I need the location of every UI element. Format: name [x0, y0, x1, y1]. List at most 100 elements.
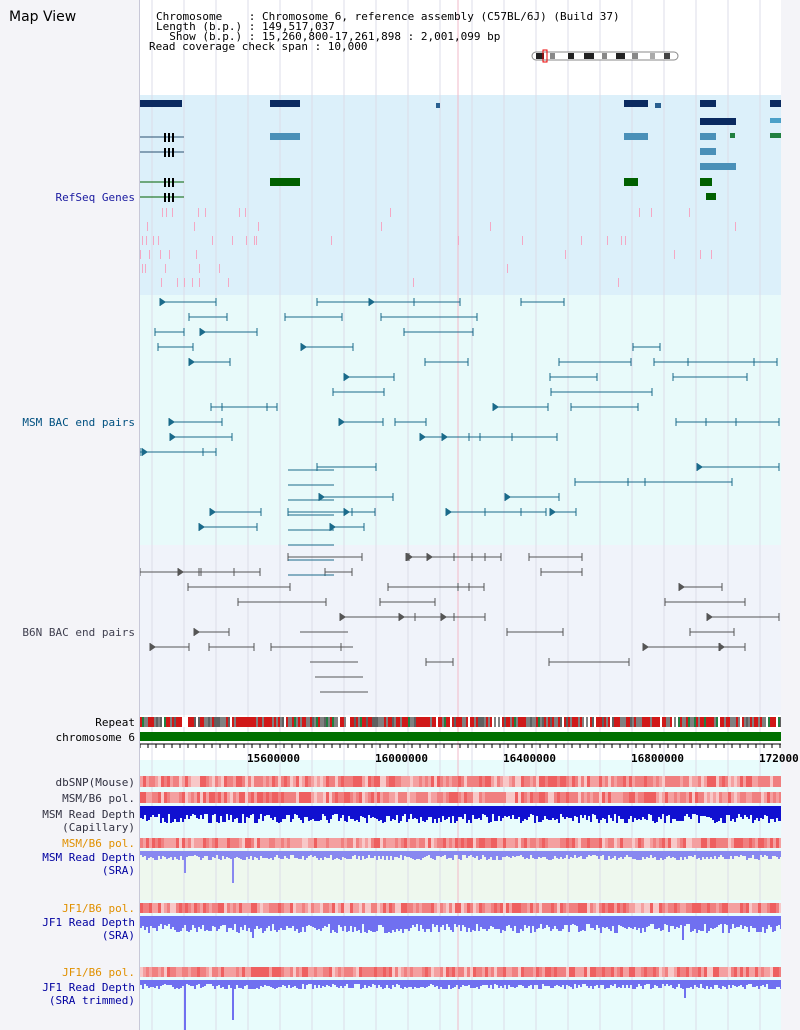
jf1-depth-trimmed-bar [764, 980, 766, 987]
msm-depth-capillary-bar [184, 806, 186, 819]
dbsnp-heat [638, 776, 641, 787]
repeat-element [150, 717, 152, 727]
msm-b6-pol-heat [278, 792, 281, 803]
msm-depth-capillary-bar [208, 806, 210, 823]
jf1-depth-sra-bar [374, 916, 376, 932]
msm-depth-sra-bar [338, 851, 340, 859]
msm-b6-pol-heat-2 [590, 838, 593, 848]
jf1-b6-pol-heat [362, 903, 365, 913]
jf1-depth-trimmed-bar [634, 980, 636, 989]
jf1-depth-sra-bar [412, 916, 414, 925]
msm-depth-sra-bar [620, 851, 622, 857]
msm-depth-capillary-bar [542, 806, 544, 820]
msm-depth-capillary-bar [354, 806, 356, 821]
b6n-bac-end-pairs-label[interactable]: B6N BAC end pairs [22, 626, 135, 639]
msm-depth-sra-bar [460, 851, 462, 860]
jf1-b6-pol-heat-2 [209, 967, 212, 977]
repeat-element [378, 717, 380, 727]
jf1-depth-sra-bar [302, 916, 304, 927]
jf1-depth-sra-bar [404, 916, 406, 929]
ideogram-band [602, 53, 607, 59]
msm-b6-pol-heat-2 [422, 838, 425, 848]
jf1-b6-pol-heat [710, 903, 713, 913]
jf1-b6-pol-heat-2 [329, 967, 332, 977]
genome-browser-plot[interactable] [140, 0, 781, 1030]
jf1-depth-sra-bar [552, 916, 554, 929]
dbsnp-heat [296, 776, 299, 787]
msm-depth-capillary-bar [176, 806, 178, 822]
msm-depth-sra-bar [290, 851, 292, 855]
dbsnp-heat [152, 776, 155, 787]
repeat-element [322, 717, 324, 727]
msm-depth-sra-bar [494, 851, 496, 860]
jf1-b6-pol-heat-2 [623, 967, 626, 977]
jf1-depth-trimmed-bar [466, 980, 468, 986]
msm-depth-sra-bar [302, 851, 304, 856]
msm-depth-capillary-bar [412, 806, 414, 819]
msm-depth-capillary-bar [744, 806, 746, 815]
jf1-depth-sra-bar [562, 916, 564, 929]
dbsnp-heat [692, 776, 695, 787]
jf1-b6-pol-heat [518, 903, 521, 913]
msm-depth-capillary-bar [660, 806, 662, 819]
msm-depth-sra-bar [532, 851, 534, 858]
dbsnp-heat [449, 776, 452, 787]
repeat-element [668, 717, 670, 727]
jf1-b6-pol-heat [143, 903, 146, 913]
msm-depth-sra-bar [680, 851, 682, 857]
repeat-element [210, 717, 212, 727]
jf1-depth-trimmed-bar [710, 980, 712, 987]
jf1-depth-sra-bar [746, 916, 748, 927]
jf1-b6-pol-heat-2 [224, 967, 227, 977]
chromosome-bar [140, 732, 781, 741]
jf1-depth-trimmed-bar [406, 980, 408, 988]
jf1-depth-sra-bar [448, 916, 450, 927]
jf1-b6-pol-heat [635, 903, 638, 913]
msm-depth-capillary-bar [700, 806, 702, 816]
jf1-b6-pol-heat-2 [284, 967, 287, 977]
repeat-element [274, 717, 276, 727]
msm-b6-pol-heat-2 [443, 838, 446, 848]
msm-depth-sra-bar [630, 851, 632, 857]
msm-b6-pol-heat [434, 792, 437, 803]
msm-depth-sra-bar-spike [184, 851, 186, 873]
msm-b6-pol-heat-2 [467, 838, 470, 848]
jf1-depth-trimmed-bar [364, 980, 366, 985]
msm-b6-pol-heat [623, 792, 626, 803]
jf1-depth-trimmed-bar [278, 980, 280, 987]
msm-b6-pol-heat [590, 792, 593, 803]
msm-depth-capillary-bar [498, 806, 500, 816]
jf1-depth-trimmed-bar [140, 980, 142, 985]
refseq-snp-tick [194, 222, 195, 231]
msm-b6-pol-heat-2 [302, 838, 305, 848]
dbsnp-heat [479, 776, 482, 787]
dbsnp-heat [308, 776, 311, 787]
msm-depth-capillary-bar [180, 806, 182, 818]
refseq-genes-label[interactable]: RefSeq Genes [55, 191, 135, 204]
jf1-b6-pol-heat [392, 903, 395, 913]
msm-b6-pol-heat-2 [383, 838, 386, 848]
jf1-depth-trimmed-bar [296, 980, 298, 988]
repeat-label: Repeat [95, 716, 135, 729]
jf1-b6-pol-heat-2 [212, 967, 215, 977]
jf1-depth-sra-bar [582, 916, 584, 930]
msm-depth-sra-bar [556, 851, 558, 858]
msm-depth-capillary-bar [618, 806, 620, 816]
jf1-b6-pol-heat [482, 903, 485, 913]
jf1-depth-sra-bar [178, 916, 180, 932]
msm-depth-sra-bar [432, 851, 434, 859]
dbsnp-heat [194, 776, 197, 787]
repeat-element [220, 717, 222, 727]
jf1-depth-trimmed-bar [474, 980, 476, 988]
msm-b6-pol-heat [608, 792, 611, 803]
msm-b6-pol-heat [470, 792, 473, 803]
repeat-element [644, 717, 646, 727]
jf1-depth-trimmed-bar [676, 980, 678, 987]
jf1-depth-sra-bar [620, 916, 622, 926]
msm-b6-pol-heat-2 [650, 838, 653, 848]
jf1-depth-sra-bar [636, 916, 638, 930]
msm-depth-sra-bar [346, 851, 348, 859]
msm-bac-end-pairs-label[interactable]: MSM BAC end pairs [22, 416, 135, 429]
msm-depth-capillary-bar [362, 806, 364, 817]
jf1-read-depth-sra-label: JF1 Read Depth [42, 916, 135, 929]
